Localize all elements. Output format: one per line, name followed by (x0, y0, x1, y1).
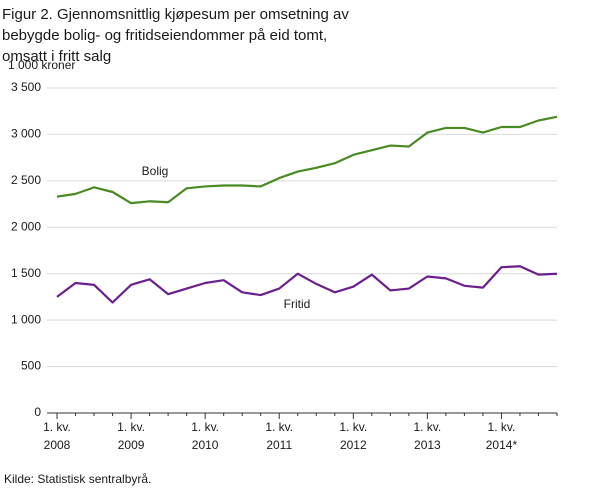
y-tick-label: 2 500 (11, 173, 41, 187)
x-tick-label: 1. kv. 2008 (43, 420, 71, 452)
y-tick-label: 1 500 (11, 266, 41, 280)
x-tick-label: 1. kv. 2010 (191, 420, 219, 452)
chart-title: Figur 2. Gjennomsnittlig kjøpesum per om… (2, 6, 349, 65)
y-tick-label: 0 (34, 405, 41, 419)
x-tick-label: 1. kv. 2014* (486, 420, 518, 452)
source: Kilde: Statistisk sentralbyrå. (4, 472, 151, 486)
series-label: Fritid (284, 297, 311, 311)
series-label: Bolig (142, 164, 169, 178)
y-tick-label: 500 (21, 359, 41, 373)
y-axis-label: 1 000 kroner (8, 58, 75, 72)
x-tick-label: 1. kv. 2012 (339, 420, 367, 452)
line (56, 265, 558, 304)
x-tick-label: 1. kv. 2009 (117, 420, 145, 452)
y-tick-label: 2 000 (11, 219, 41, 233)
y-tick-label: 1 000 (11, 312, 41, 326)
y-tick-label: 3 500 (11, 80, 41, 94)
x-tick-label: 1. kv. 2013 (413, 420, 441, 452)
x-tick-label: 1. kv. 2011 (265, 420, 293, 452)
y-tick-label: 3 000 (11, 127, 41, 141)
line (56, 115, 558, 205)
